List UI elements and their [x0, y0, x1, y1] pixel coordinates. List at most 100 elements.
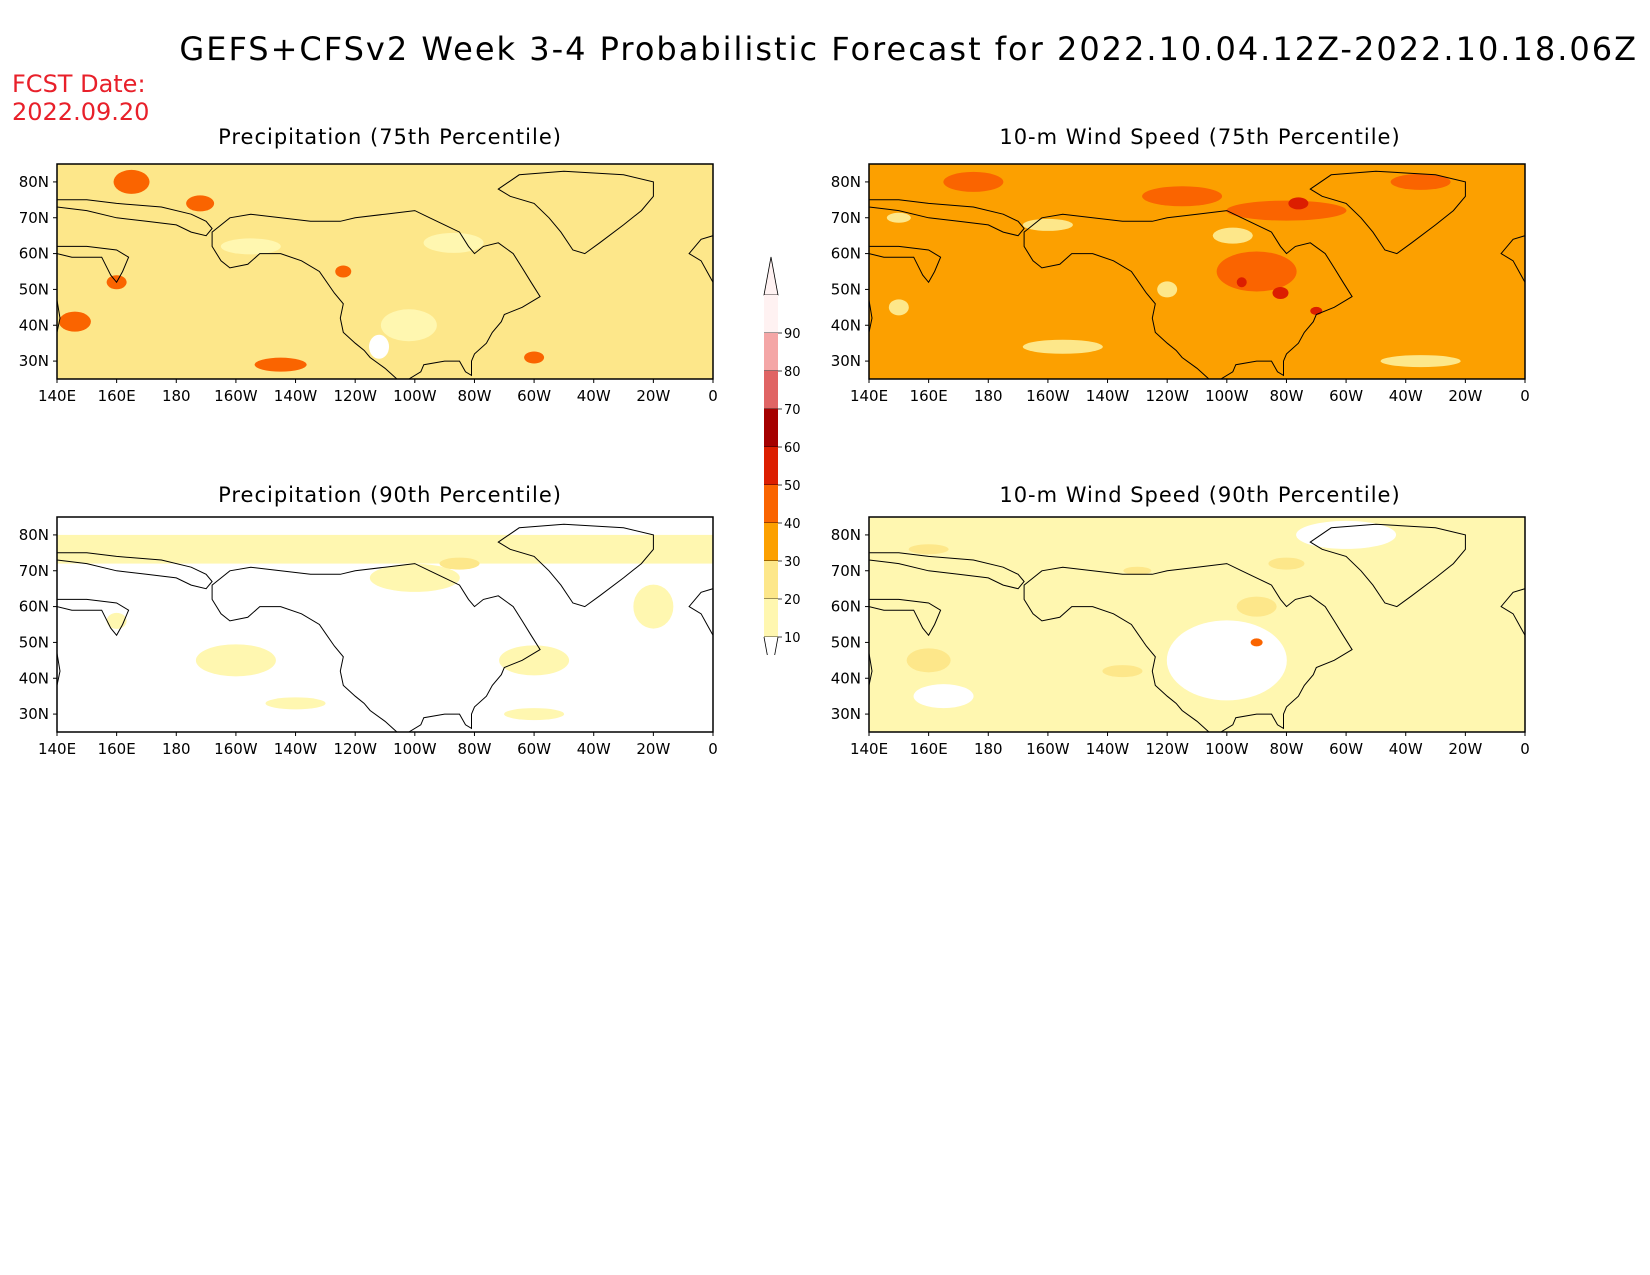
- probability-region: [1380, 355, 1461, 368]
- colorbar-swatch: [764, 485, 778, 523]
- map-base-fill: [869, 517, 1525, 732]
- forecast-date-value: 2022.09.20: [12, 98, 150, 126]
- lat-label: 70N: [831, 209, 861, 227]
- probability-region: [1226, 200, 1347, 221]
- probability-region: [1272, 287, 1289, 299]
- lon-label: 140W: [274, 387, 318, 405]
- probability-region: [1166, 620, 1287, 701]
- lon-label: 160E: [910, 740, 948, 758]
- lon-label: 100W: [393, 740, 437, 758]
- lon-label: 140E: [38, 740, 76, 758]
- coastline: [688, 588, 713, 637]
- map-wind-75: 80N 70N 60N 50N 40N 30N 140E 160E 180 160W 140W 120…: [831, 163, 1530, 405]
- lon-label: 0: [708, 387, 718, 405]
- coastline: [869, 517, 1025, 590]
- colorbar-label: 40: [784, 517, 801, 532]
- lat-label: 30N: [831, 705, 861, 723]
- probability-region: [380, 309, 437, 342]
- coastline: [211, 563, 541, 732]
- lon-label: 20W: [1448, 740, 1482, 758]
- coastline: [869, 245, 942, 284]
- colorbar-swatch: [764, 523, 778, 561]
- lon-label: 80W: [457, 740, 491, 758]
- probability-region: [633, 584, 674, 629]
- colorbar-label: 30: [784, 555, 801, 570]
- probability-region: [265, 697, 326, 710]
- coastline: [869, 653, 873, 686]
- probability-region: [1216, 251, 1297, 292]
- lon-label: 40W: [577, 387, 611, 405]
- coastline: [57, 517, 213, 590]
- lon-label: 140W: [274, 740, 318, 758]
- main-title: GEFS+CFSv2 Week 3-4 Probabilistic Foreca…: [179, 30, 1638, 68]
- lon-label: 60W: [517, 740, 551, 758]
- probability-region: [369, 334, 390, 359]
- lon-label: 0: [1520, 740, 1530, 758]
- lon-label: 180: [162, 387, 191, 405]
- coastline: [1023, 210, 1353, 379]
- lon-label: 160E: [910, 387, 948, 405]
- colorbar-swatch: [764, 409, 778, 447]
- probability-region: [947, 288, 1208, 349]
- lon-label: 40W: [577, 740, 611, 758]
- probability-region: [1296, 520, 1397, 549]
- probability-region: [1236, 596, 1277, 617]
- colorbar-swatch: [764, 333, 778, 371]
- lon-label: 160E: [98, 387, 136, 405]
- probability-region: [439, 557, 480, 570]
- lat-label: 70N: [19, 562, 49, 580]
- colorbar-top-arrow: [763, 256, 779, 296]
- lon-label: 180: [974, 740, 1003, 758]
- probability-region: [254, 357, 307, 372]
- colorbar-bottom-arrow: [763, 636, 779, 655]
- panel-title-wind-90: 10-m Wind Speed (90th Percentile): [999, 483, 1401, 507]
- coastline: [57, 245, 130, 284]
- probability-region: [524, 351, 545, 364]
- lon-label: 120W: [333, 740, 377, 758]
- coastline: [211, 210, 541, 379]
- lon-label: 160W: [214, 740, 258, 758]
- map-fill-layer: [57, 517, 713, 732]
- lon-label: 160W: [1026, 740, 1070, 758]
- probability-region: [1268, 557, 1305, 570]
- probability-region: [1390, 173, 1451, 190]
- probability-region: [888, 299, 909, 316]
- lon-label: 120W: [1145, 740, 1189, 758]
- map-fill-layer: [869, 517, 1525, 732]
- lon-label: 120W: [1145, 387, 1189, 405]
- probability-region: [369, 563, 460, 592]
- coastline: [688, 235, 713, 284]
- lon-label: 140E: [850, 740, 888, 758]
- probability-region: [886, 212, 911, 223]
- probability-region: [116, 546, 177, 559]
- probability-region: [186, 195, 215, 212]
- forecast-date-label: FCST Date:: [12, 70, 146, 98]
- coastline: [57, 300, 61, 333]
- colorbar-label: 90: [784, 327, 801, 342]
- colorbar-label: 20: [784, 593, 801, 608]
- coastline: [869, 598, 942, 637]
- map-fill-layer: [869, 164, 1525, 379]
- lat-label: 50N: [831, 280, 861, 298]
- panel-title-precip-90: Precipitation (90th Percentile): [218, 483, 562, 507]
- probability-region: [195, 644, 276, 677]
- lat-label: 50N: [831, 633, 861, 651]
- probability-region: [1250, 638, 1263, 647]
- lon-label: 40W: [1389, 387, 1423, 405]
- probability-region: [908, 544, 949, 555]
- colorbar-label: 10: [784, 631, 801, 646]
- lon-label: 140E: [38, 387, 76, 405]
- probability-region: [1142, 186, 1223, 207]
- lon-label: 80W: [1269, 387, 1303, 405]
- lon-label: 80W: [1269, 740, 1303, 758]
- colorbar-label: 70: [784, 403, 801, 418]
- probability-region: [1236, 277, 1247, 288]
- lat-label: 60N: [831, 598, 861, 616]
- probability-region: [1157, 281, 1178, 298]
- lat-label: 70N: [831, 562, 861, 580]
- probability-region: [1310, 306, 1323, 315]
- colorbar-swatch: [764, 447, 778, 485]
- lon-label: 140W: [1086, 740, 1130, 758]
- colorbar-swatch: [764, 295, 778, 333]
- map-frame: [868, 163, 1526, 380]
